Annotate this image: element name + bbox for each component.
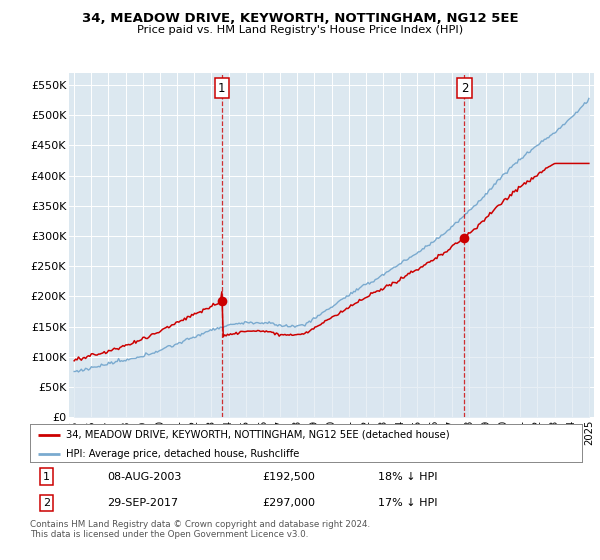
Text: 1: 1	[43, 472, 50, 482]
Text: £297,000: £297,000	[262, 498, 315, 508]
Text: £192,500: £192,500	[262, 472, 315, 482]
Text: 17% ↓ HPI: 17% ↓ HPI	[378, 498, 437, 508]
Text: 18% ↓ HPI: 18% ↓ HPI	[378, 472, 437, 482]
Text: 34, MEADOW DRIVE, KEYWORTH, NOTTINGHAM, NG12 5EE: 34, MEADOW DRIVE, KEYWORTH, NOTTINGHAM, …	[82, 12, 518, 25]
Text: 29-SEP-2017: 29-SEP-2017	[107, 498, 178, 508]
Text: 1: 1	[218, 82, 226, 95]
Text: 2: 2	[461, 82, 468, 95]
Text: 08-AUG-2003: 08-AUG-2003	[107, 472, 182, 482]
Text: Contains HM Land Registry data © Crown copyright and database right 2024.
This d: Contains HM Land Registry data © Crown c…	[30, 520, 370, 539]
Text: HPI: Average price, detached house, Rushcliffe: HPI: Average price, detached house, Rush…	[66, 449, 299, 459]
Text: Price paid vs. HM Land Registry's House Price Index (HPI): Price paid vs. HM Land Registry's House …	[137, 25, 463, 35]
Text: 34, MEADOW DRIVE, KEYWORTH, NOTTINGHAM, NG12 5EE (detached house): 34, MEADOW DRIVE, KEYWORTH, NOTTINGHAM, …	[66, 430, 449, 440]
Text: 2: 2	[43, 498, 50, 508]
